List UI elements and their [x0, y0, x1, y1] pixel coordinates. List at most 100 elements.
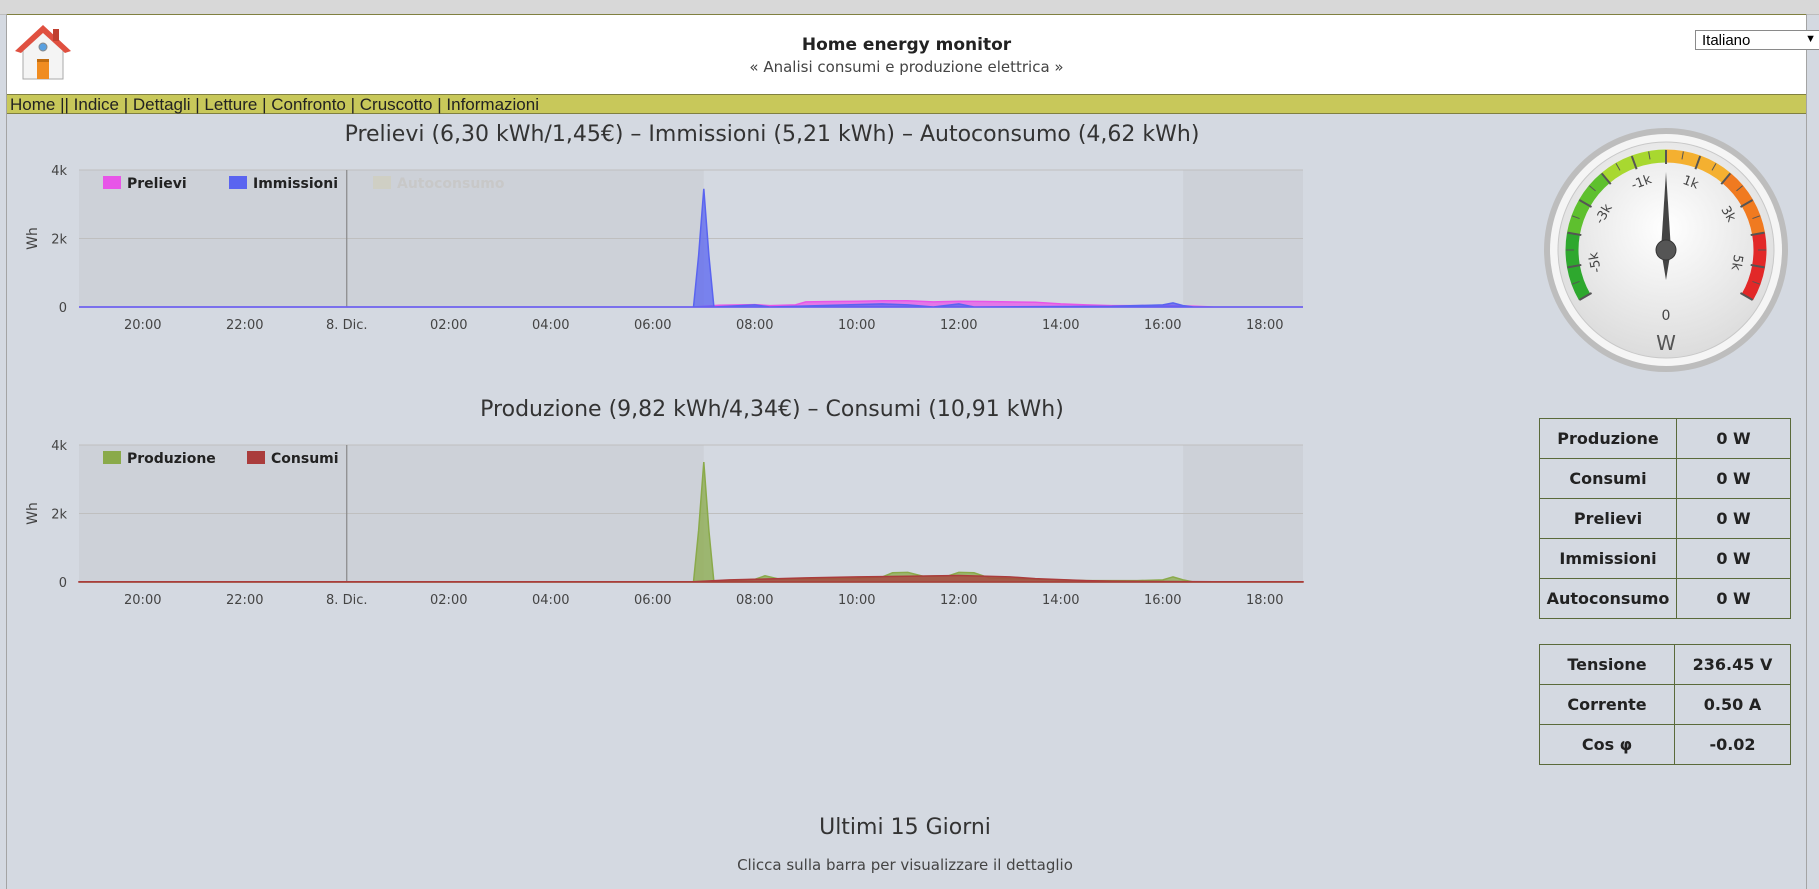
gauge-label: 3k — [1717, 204, 1738, 226]
x-tick-label: 12:00 — [940, 318, 977, 333]
metric-value: 0 W — [1676, 498, 1791, 539]
series-area-produzione — [79, 462, 1303, 583]
section-subtitle: Clicca sulla barra per visualizzare il d… — [737, 856, 1073, 874]
metric-label: Produzione — [1539, 418, 1677, 459]
x-tick-label: 18:00 — [1246, 593, 1283, 608]
legend-swatch — [373, 176, 391, 189]
metric-value: 236.45 V — [1674, 644, 1791, 685]
metric-label: Immissioni — [1539, 538, 1677, 579]
nav-dettagli[interactable]: Dettagli — [132, 95, 191, 114]
legend-label: Autoconsumo — [397, 176, 505, 192]
gauge-tick — [1571, 280, 1580, 285]
nav-home[interactable]: Home — [10, 95, 56, 114]
nav-informazioni[interactable]: Informazioni — [446, 95, 539, 114]
nav-confronto[interactable]: Confronto — [271, 95, 346, 114]
gauge-tick — [1739, 199, 1754, 208]
gauge-tick — [1720, 172, 1732, 185]
legend-item-produzione[interactable]: Produzione — [103, 451, 216, 467]
gauge-tick — [1630, 155, 1638, 170]
x-tick-label: 16:00 — [1144, 318, 1181, 333]
gauge-tick — [1711, 163, 1717, 171]
metric-value: 0 W — [1676, 538, 1791, 579]
legend-label: Prelievi — [127, 176, 187, 192]
chart-prelievi-immissioni: Prelievi (6,30 kWh/1,45€) – Immissioni (… — [7, 114, 1537, 384]
x-tick-label: 16:00 — [1144, 593, 1181, 608]
y-tick-label: 0 — [59, 576, 67, 591]
page-frame: Home energy monitor « Analisi consumi e … — [6, 14, 1807, 889]
header: Home energy monitor « Analisi consumi e … — [7, 14, 1806, 95]
chart-prelievi-immissioni-plot[interactable]: 0 2k 4k Wh 20:00 22:00 8. Dic. 02:00 04:00 06:00 0… — [7, 144, 1537, 384]
series-area-immissioni — [79, 188, 1303, 308]
house-logo-icon[interactable] — [13, 23, 73, 83]
y-tick-label: 0 — [59, 301, 67, 316]
table-row: Produzione 0 W — [1539, 418, 1791, 459]
gauge-tick — [1752, 280, 1761, 285]
section-title: Ultimi 15 Giorni — [819, 815, 991, 840]
x-tick-label: 10:00 — [838, 318, 875, 333]
app-title: Home energy monitor — [801, 35, 1012, 55]
legend-item-autoconsumo[interactable]: Autoconsumo — [373, 176, 505, 192]
legend-label: Immissioni — [253, 176, 338, 192]
legend-label: Produzione — [127, 451, 216, 467]
gauge-unit: W — [1656, 331, 1676, 355]
gauge-label: 1k — [1680, 173, 1700, 193]
legend-item-immissioni[interactable]: Immissioni — [229, 176, 338, 192]
y-tick-label: 4k — [51, 164, 67, 179]
legend-item-prelievi[interactable]: Prelievi — [103, 176, 187, 192]
chart-title: Produzione (9,82 kWh/4,34€) – Consumi (1… — [480, 397, 1064, 422]
gauge-tick — [1578, 292, 1593, 301]
gauge-tick — [1739, 292, 1754, 301]
y-tick-label: 2k — [51, 233, 67, 248]
gauge-tick — [1571, 215, 1580, 220]
gauge-tick — [1567, 263, 1582, 269]
table-row: Prelievi 0 W — [1539, 498, 1791, 539]
gauge-tick — [1600, 172, 1612, 185]
gauge-tick — [1752, 215, 1761, 220]
table-row: Tensione 236.45 V — [1539, 644, 1791, 685]
series-area-consumi — [78, 574, 1304, 583]
y-tick-label: 4k — [51, 439, 67, 454]
legend-item-consumi[interactable]: Consumi — [247, 451, 339, 467]
metric-label: Tensione — [1539, 644, 1675, 685]
nav-letture[interactable]: Letture — [204, 95, 258, 114]
metric-value: -0.02 — [1674, 724, 1791, 765]
x-tick-label: 04:00 — [532, 318, 569, 333]
chart-produzione-consumi-plot[interactable]: 0 2k 4k Wh 20:00 22:00 8. Dic. 02:00 04:00 06:00 0… — [7, 419, 1537, 659]
nav-cruscotto[interactable]: Cruscotto — [359, 95, 433, 114]
x-tick-label: 02:00 — [430, 593, 467, 608]
table-row: Corrente 0.50 A — [1539, 684, 1791, 725]
x-tick-label: 06:00 — [634, 593, 671, 608]
app-subtitle: « Analisi consumi e produzione elettrica… — [749, 58, 1064, 76]
metric-label: Corrente — [1539, 684, 1675, 725]
gauge-label: 5k — [1728, 253, 1746, 272]
nav-indice[interactable]: Indice — [73, 95, 120, 114]
x-tick-label: 18:00 — [1246, 318, 1283, 333]
x-tick-label: 8. Dic. — [326, 593, 367, 608]
legend-label: Consumi — [271, 451, 339, 467]
y-axis-label: Wh — [25, 502, 41, 525]
power-table: Produzione 0 W Consumi 0 W Prelievi 0 W Immiss… — [1539, 418, 1791, 619]
language-select-value: Italiano — [1702, 32, 1751, 49]
x-tick-label: 10:00 — [838, 593, 875, 608]
x-tick-label: 22:00 — [226, 593, 263, 608]
table-row: Consumi 0 W — [1539, 458, 1791, 499]
metric-value: 0 W — [1676, 578, 1791, 619]
metric-value: 0.50 A — [1674, 684, 1791, 725]
x-tick-label: 14:00 — [1042, 318, 1079, 333]
gauge-tick — [1589, 185, 1596, 192]
x-tick-label: 08:00 — [736, 318, 773, 333]
x-tick-label: 20:00 — [124, 593, 161, 608]
table-row: Cos φ -0.02 — [1539, 724, 1791, 765]
metric-label: Cos φ — [1539, 724, 1675, 765]
x-tick-label: 20:00 — [124, 318, 161, 333]
metric-label: Consumi — [1539, 458, 1677, 499]
x-tick-label: 06:00 — [634, 318, 671, 333]
gauge-tick — [1567, 231, 1582, 237]
gauge-tick — [1750, 231, 1765, 237]
legend-swatch — [103, 176, 121, 189]
gauge-tick — [1615, 163, 1621, 171]
nav-bar: Home || Indice | Dettagli | Letture | Co… — [7, 94, 1806, 114]
chart-produzione-consumi: Produzione (9,82 kWh/4,34€) – Consumi (1… — [7, 389, 1537, 659]
language-select[interactable]: Italiano ▼ — [1695, 30, 1819, 50]
gauge-label: 0 — [1662, 308, 1671, 324]
